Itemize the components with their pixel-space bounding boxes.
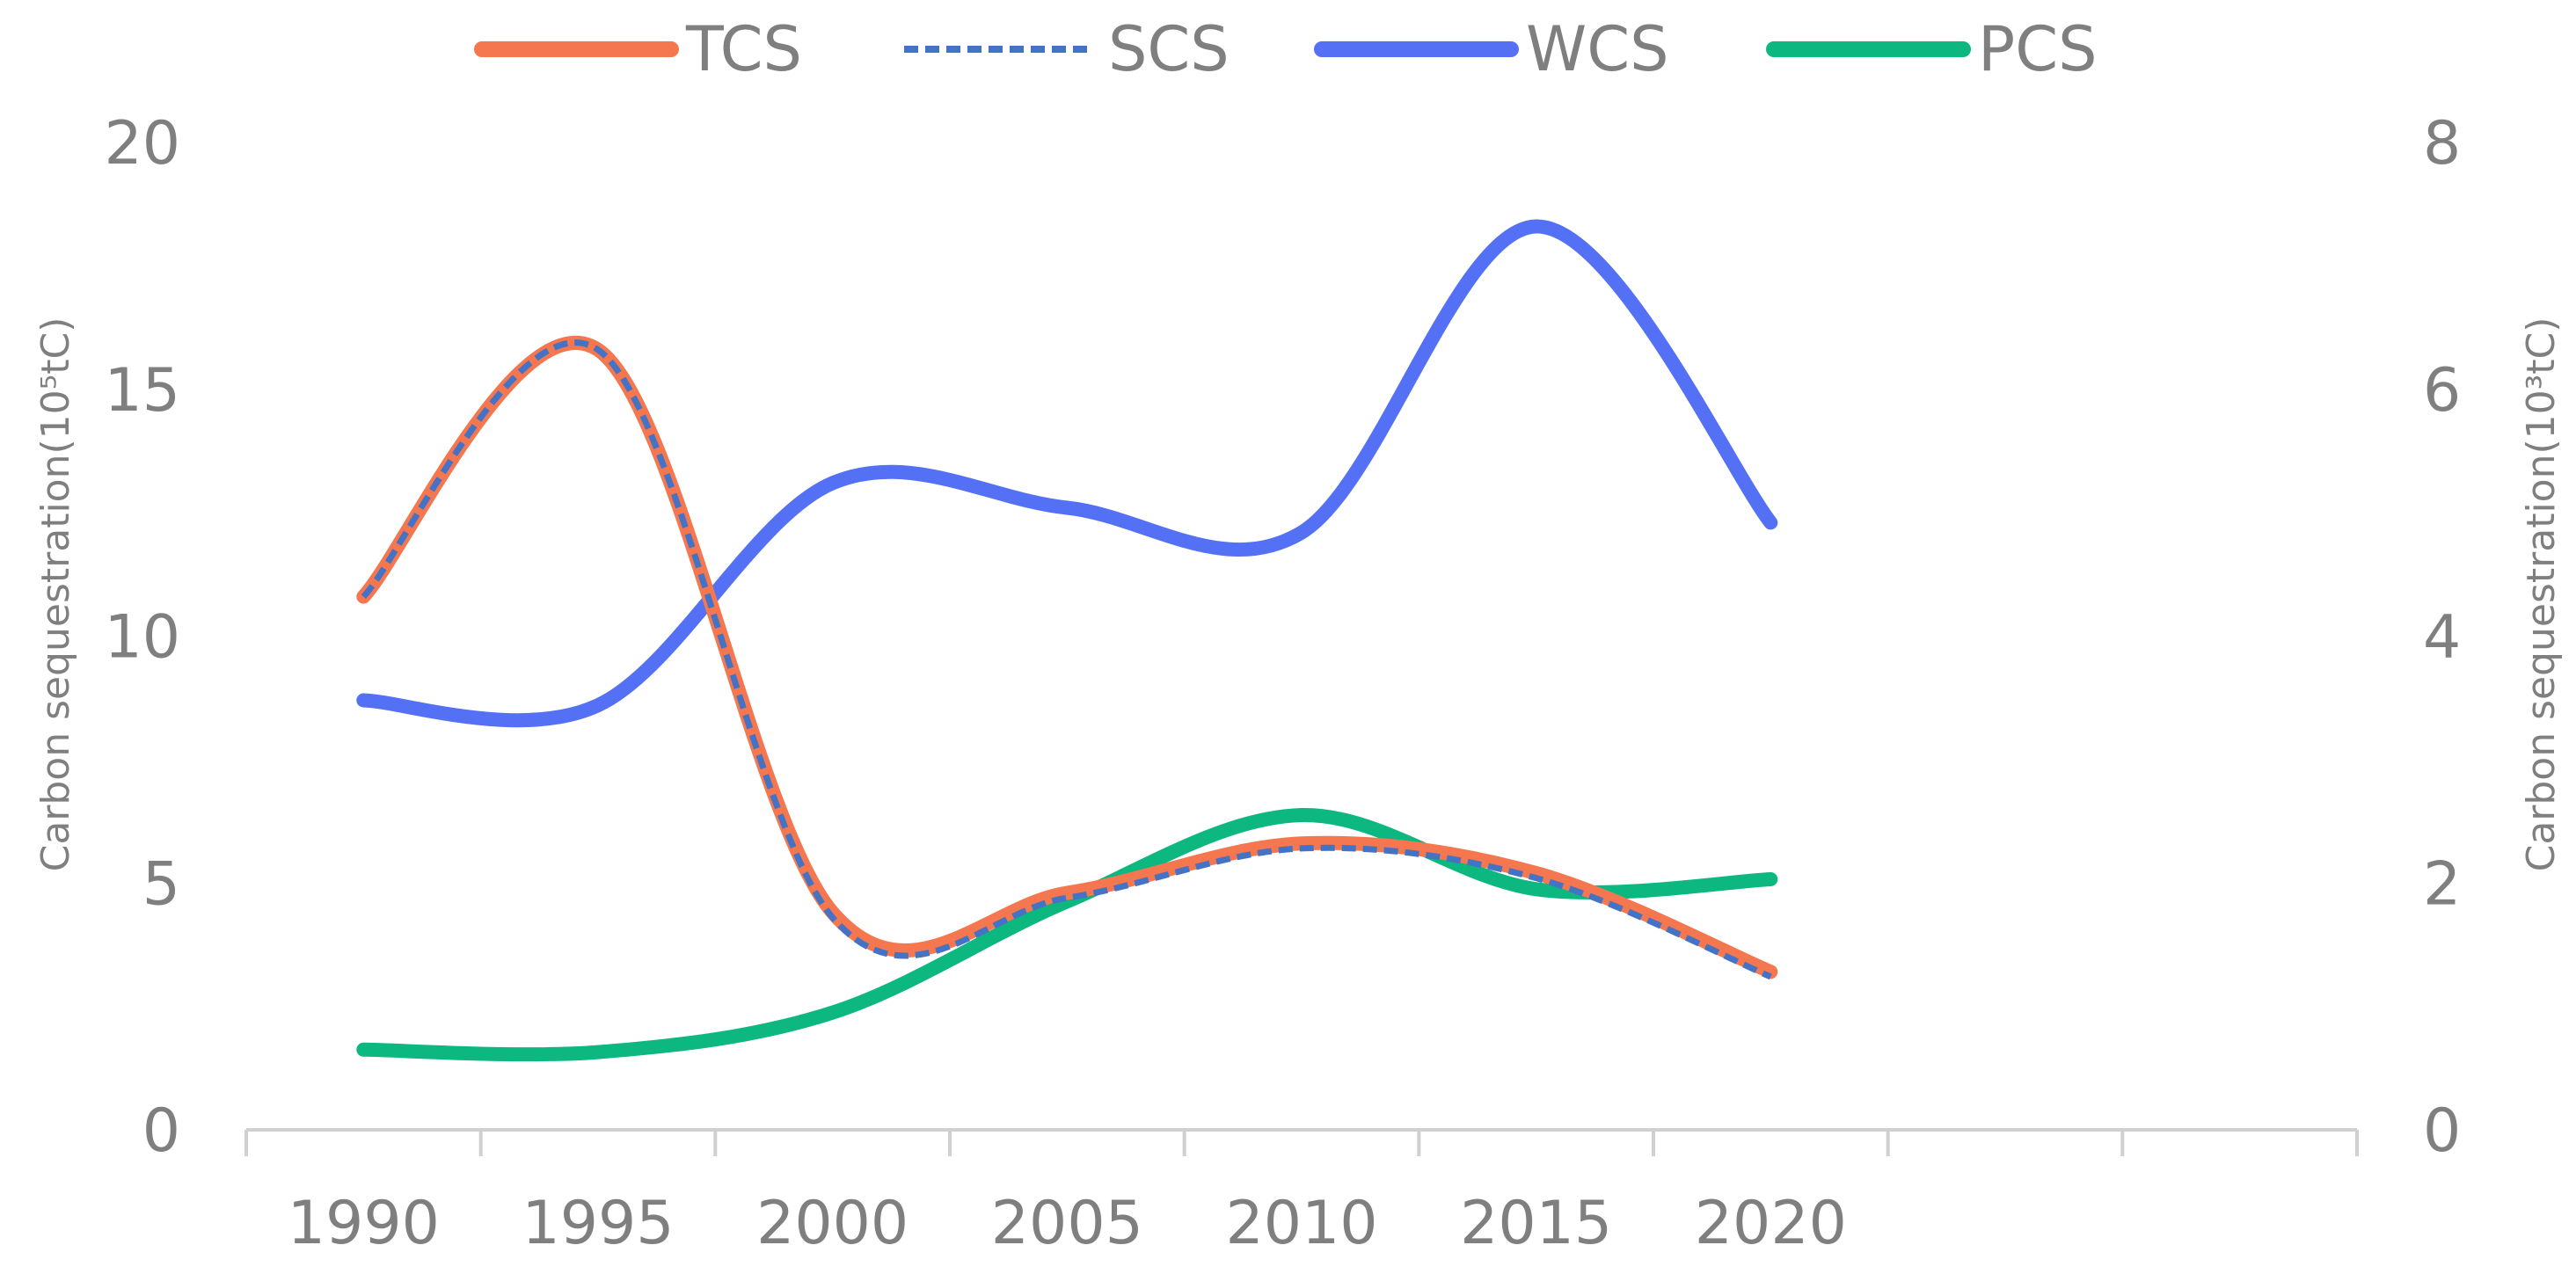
series-line-scs xyxy=(361,339,1772,980)
y-right-tick-label: 6 xyxy=(2423,356,2461,426)
x-tick-label: 2010 xyxy=(1225,1189,1377,1258)
legend-label-pcs: PCS xyxy=(1978,13,2098,85)
y-right-tick-label: 2 xyxy=(2423,849,2461,919)
y-right-tick-label: 8 xyxy=(2423,109,2461,178)
x-tick-label: 2005 xyxy=(991,1189,1143,1258)
x-tick-label: 1990 xyxy=(288,1189,440,1258)
legend-label-scs: SCS xyxy=(1108,13,1230,85)
series-line-pcs xyxy=(356,807,1778,1062)
x-tick-label: 2000 xyxy=(756,1189,909,1258)
series-line-wcs xyxy=(356,219,1778,728)
legend-label-tcs: TCS xyxy=(685,13,802,85)
y-left-tick-label: 20 xyxy=(104,109,180,178)
legend: TCS SCS WCS PCS xyxy=(474,13,2098,85)
y-axis-left: 0 5 10 15 20 xyxy=(104,109,180,1166)
y-right-tick-label: 0 xyxy=(2423,1096,2461,1166)
legend-label-wcs: WCS xyxy=(1526,13,1669,85)
x-tick-label: 2015 xyxy=(1460,1189,1612,1258)
series-layer xyxy=(356,219,1778,1062)
y-axis-left-title: Carbon sequestration(10⁵tC) xyxy=(33,317,78,872)
x-tick-label: 2020 xyxy=(1695,1189,1847,1258)
x-tick-label: 1995 xyxy=(522,1189,674,1258)
y-left-tick-label: 15 xyxy=(104,356,180,426)
y-left-tick-label: 10 xyxy=(104,603,180,673)
y-left-tick-label: 5 xyxy=(142,849,180,919)
x-axis: 1990 1995 2000 2005 2010 2015 2020 xyxy=(244,1128,2359,1258)
y-left-tick-label: 0 xyxy=(142,1096,180,1166)
series-line-tcs xyxy=(356,335,1778,979)
y-right-tick-label: 4 xyxy=(2423,603,2461,673)
y-axis-right-title: Carbon sequestration(10³tC) xyxy=(2519,317,2564,872)
y-axis-right: 0 2 4 6 8 xyxy=(2423,109,2461,1166)
